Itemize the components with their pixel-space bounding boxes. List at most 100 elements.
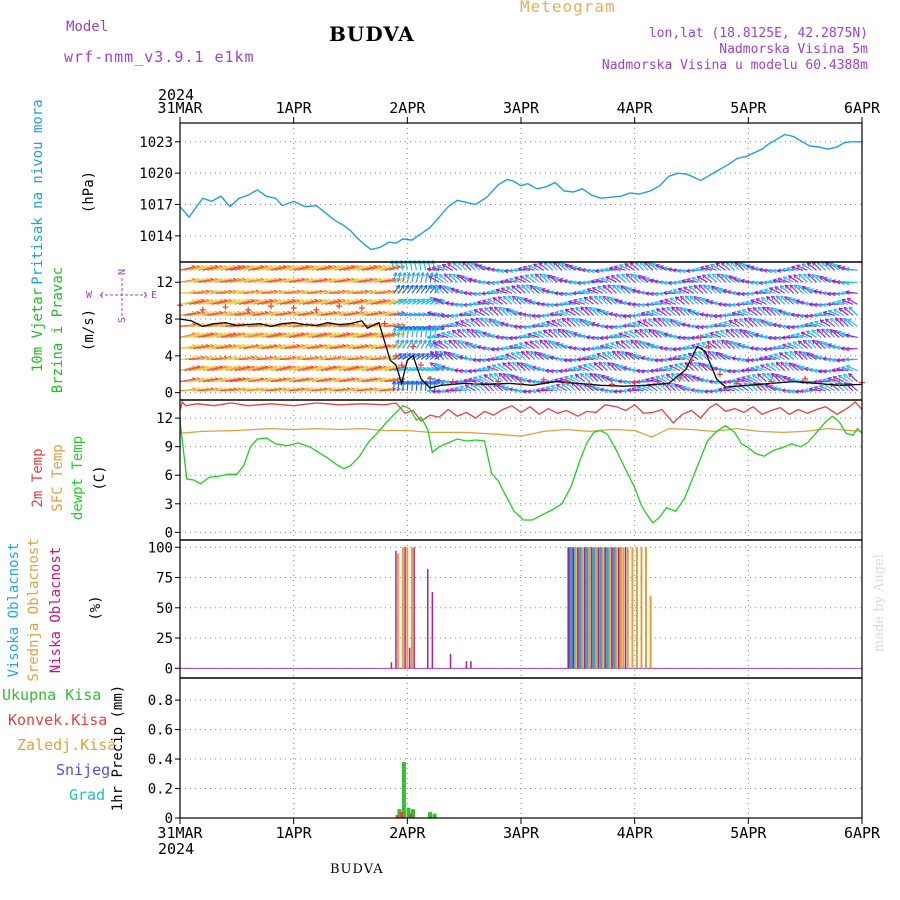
wind-arrow-head: [843, 306, 849, 312]
wind-arrow-head: [836, 345, 841, 350]
wind-arrow-head: [595, 335, 600, 341]
wind-arrow: [238, 366, 255, 372]
wind-arrow-head: [605, 376, 610, 381]
wind-arrow-head: [650, 376, 655, 382]
wind-arrow: [398, 313, 409, 316]
wind-arrow-head: [654, 291, 659, 297]
wind-arrow-head: [595, 268, 600, 274]
wind-arrow-head: [533, 263, 538, 268]
wind-arrow-head: [796, 364, 801, 369]
wind-arrow: [307, 299, 323, 305]
wind-arrow: [288, 333, 305, 338]
wind-arrow: [211, 278, 228, 283]
wind-arrow: [781, 269, 794, 271]
wind-arrow: [593, 362, 604, 372]
wind-arrow-head: [741, 309, 747, 314]
wind-arrow-head: [790, 333, 796, 339]
wind-arrow: [266, 265, 283, 271]
total-precip-bar: [411, 809, 415, 818]
wind-arrow: [434, 272, 438, 283]
gust-marker: [654, 378, 661, 385]
wind-arrow-head: [748, 317, 753, 322]
wind-arrow: [843, 373, 854, 383]
wind-arrow-head: [722, 368, 727, 373]
wind-arrow: [631, 387, 644, 392]
wind-arrow-head: [686, 386, 691, 392]
wind-arrow-head: [674, 363, 679, 368]
wind-y-tick-0: 0: [165, 386, 173, 402]
wind-arrow: [252, 312, 269, 316]
wind-arrow-head: [691, 276, 696, 282]
wind-arrow: [811, 339, 822, 349]
wind-arrow: [613, 334, 626, 338]
wind-arrow-head: [718, 322, 723, 327]
wind-arrow-head: [590, 346, 595, 351]
precip-grid: 00.20.40.60.8: [148, 678, 862, 827]
wind-arrow-head: [626, 301, 632, 307]
wind-arrow: [338, 366, 355, 372]
wind-arrow-head: [467, 357, 472, 362]
wind-arrow: [811, 261, 822, 271]
wind-arrow: [495, 356, 508, 361]
wind-arrow: [509, 345, 522, 350]
wind-arrow-head: [581, 346, 586, 352]
wind-arrow-head: [724, 274, 730, 279]
wind-arrow-head: [711, 285, 716, 290]
gust-marker: [697, 334, 704, 341]
wind-arrow: [669, 364, 681, 372]
wind-arrow-head: [500, 287, 506, 292]
wind-arrow: [497, 363, 508, 372]
wind-arrow: [220, 265, 237, 271]
wind-arrow-head: [804, 322, 809, 328]
wind-arrow: [684, 361, 695, 372]
wind-arrow: [804, 389, 817, 392]
wind-arrow: [472, 302, 485, 305]
wind-arrow: [225, 366, 242, 372]
wind-arrow-head: [613, 389, 618, 394]
wind-arrow-head: [502, 295, 508, 300]
wind-arrow: [798, 273, 808, 283]
wind-arrow: [284, 333, 301, 338]
wind-arrow-head: [467, 368, 472, 374]
wind-arrow-head: [497, 363, 502, 368]
wind-arrow-head: [786, 376, 791, 382]
wind-arrow: [743, 317, 754, 327]
wind-arrow-head: [677, 287, 683, 292]
wind-arrow: [612, 284, 622, 294]
wind-arrow: [220, 333, 237, 338]
wind-arrow: [768, 354, 781, 361]
wind-arrow: [620, 340, 631, 349]
wind-arrow-head: [690, 387, 695, 393]
wind-arrow-head: [803, 273, 808, 278]
wind-arrow: [261, 278, 278, 283]
wind-arrow-head: [549, 368, 554, 374]
wind-arrow-head: [517, 266, 523, 272]
wind-arrow-head: [490, 333, 495, 339]
wind-arrow-head: [728, 320, 733, 325]
wind-arrow-head: [579, 318, 584, 323]
wind-arrow: [679, 362, 690, 372]
wind-arrow-head: [448, 273, 453, 278]
wind-arrow: [407, 325, 418, 330]
wind-arrow: [630, 273, 640, 283]
wind-arrow: [477, 369, 490, 372]
wind-arrow-head: [632, 321, 637, 326]
wind-arrow-head: [740, 278, 745, 284]
wind-arrow: [329, 312, 346, 316]
wind-arrow-head: [490, 280, 495, 286]
wind-arrow: [698, 350, 708, 360]
wind-arrow-head: [495, 280, 500, 285]
x-tick-top-4APR: 4APR: [617, 99, 654, 117]
wind-arrow-head: [676, 279, 682, 285]
wind-arrow: [388, 333, 405, 338]
wind-arrow-head: [561, 329, 567, 334]
gust-marker: [716, 371, 723, 378]
wind-arrow-head: [787, 275, 793, 280]
wind-arrow: [248, 312, 265, 316]
wind-arrow-head: [840, 366, 846, 371]
wind-arrow-head: [428, 327, 434, 332]
wind-arrow-head: [499, 335, 504, 341]
wind-arrow-head: [468, 342, 474, 348]
wind-arrow: [450, 323, 463, 327]
wind-arrow: [384, 378, 401, 383]
